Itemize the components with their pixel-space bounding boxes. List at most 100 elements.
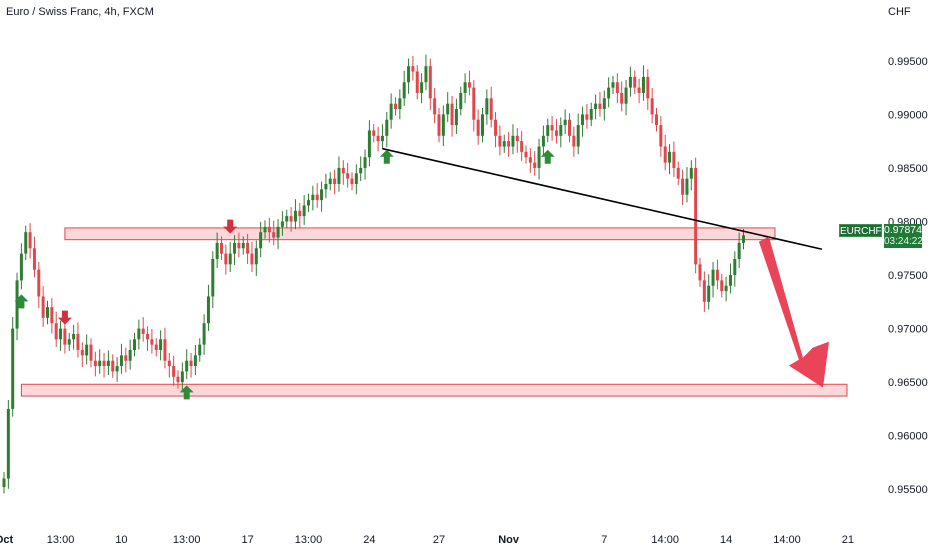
candle-body — [185, 360, 189, 372]
candle-body — [337, 167, 341, 184]
candle-body — [672, 151, 676, 168]
candle-body — [380, 135, 384, 142]
candle-body — [441, 114, 445, 136]
candle-body — [641, 76, 645, 93]
candle-body — [450, 103, 454, 126]
candle-body — [15, 280, 19, 329]
price-tick-label: 0.96500 — [888, 377, 928, 389]
candle-body — [128, 350, 132, 361]
candle-body — [233, 242, 237, 254]
candle-body — [681, 178, 685, 195]
candle-body — [728, 275, 732, 286]
candle-body — [428, 66, 432, 99]
candle-body — [263, 226, 267, 233]
candle-body — [180, 371, 184, 383]
candle-body — [293, 210, 297, 222]
candle-body — [533, 162, 537, 168]
candle-body — [28, 232, 32, 249]
candle-body — [46, 307, 49, 318]
candle-body — [102, 360, 106, 367]
symbol-tag: EURCHF — [839, 224, 882, 237]
time-tick-label: 7 — [601, 534, 607, 546]
price-axis[interactable]: 0.995000.990000.985000.980000.975000.970… — [888, 56, 928, 496]
price-tick-label: 0.98500 — [888, 163, 928, 175]
candle-body — [689, 167, 693, 179]
candle-body — [89, 344, 93, 361]
candle-body — [367, 130, 371, 158]
time-tick-label: 21 — [842, 534, 854, 546]
candle-body — [63, 328, 67, 345]
candle-body — [363, 157, 367, 168]
time-tick-label: 24 — [363, 534, 375, 546]
candle-body — [320, 189, 324, 201]
candle-body — [481, 114, 484, 136]
price-tick-label: 0.97000 — [888, 324, 928, 336]
candle-body — [350, 178, 354, 184]
price-tick-label: 0.99500 — [888, 56, 928, 68]
candle-body — [72, 333, 76, 340]
candle-body — [694, 167, 698, 265]
candle-body — [115, 366, 119, 372]
trendline — [382, 147, 823, 251]
time-tick-label: 14:00 — [773, 534, 801, 546]
candle-body — [546, 125, 550, 136]
candle-body — [41, 296, 45, 318]
time-tick-label: 13:00 — [173, 534, 201, 546]
bar-countdown: 03:24:22 — [884, 236, 923, 248]
candle-body — [568, 119, 571, 136]
candle-body — [141, 328, 145, 334]
candle-body — [354, 173, 358, 184]
candle-body — [298, 210, 302, 217]
buy-marker-icon — [540, 149, 555, 164]
candle-body — [307, 200, 310, 206]
candle-body — [246, 242, 250, 254]
candle-body — [267, 226, 271, 233]
candle-body — [646, 76, 650, 99]
candle-body — [742, 235, 745, 243]
candle-body — [733, 258, 737, 276]
candle-body — [398, 98, 402, 110]
candle-body — [198, 344, 202, 356]
candles-layer — [2, 54, 745, 494]
price-tick-label: 0.95500 — [888, 484, 928, 496]
time-axis[interactable]: Oct 13:00 10 13:00 17 13:00 24 27 Nov 7 14:00 14 14:… — [0, 534, 854, 546]
candle-body — [19, 253, 23, 281]
candle-body — [572, 135, 576, 147]
candle-body — [454, 109, 458, 126]
time-tick-label: 13:00 — [47, 534, 75, 546]
candle-body — [237, 242, 241, 249]
currency-label: CHF — [888, 6, 911, 18]
candle-body — [67, 339, 71, 345]
candle-body — [137, 328, 141, 340]
candle-body — [224, 253, 228, 265]
candle-body — [106, 360, 110, 367]
price-tick-label: 0.97500 — [888, 270, 928, 282]
time-tick-label: 17 — [241, 534, 253, 546]
candle-body — [37, 269, 41, 297]
candle-body — [11, 328, 15, 409]
candle-body — [611, 82, 615, 88]
candle-body — [146, 333, 150, 340]
candle-body — [402, 82, 406, 99]
candle-body — [541, 135, 545, 147]
candle-body — [685, 178, 689, 195]
candle-body — [133, 339, 136, 350]
candle-body — [124, 355, 128, 361]
candle-body — [324, 184, 328, 190]
sell-marker-icon — [57, 310, 72, 325]
candle-body — [80, 350, 84, 356]
candle-body — [250, 253, 254, 265]
candle-body — [359, 167, 363, 174]
sell-marker-icon — [223, 219, 238, 234]
candle-body — [220, 242, 223, 254]
candle-body — [424, 66, 428, 83]
candle-body — [302, 205, 306, 217]
candle-body — [715, 269, 719, 281]
candle-body — [50, 307, 54, 324]
candle-body — [241, 242, 245, 249]
candle-body — [159, 339, 163, 350]
candle-body — [594, 103, 598, 110]
buy-marker-icon — [179, 385, 194, 400]
candle-body — [637, 87, 641, 93]
